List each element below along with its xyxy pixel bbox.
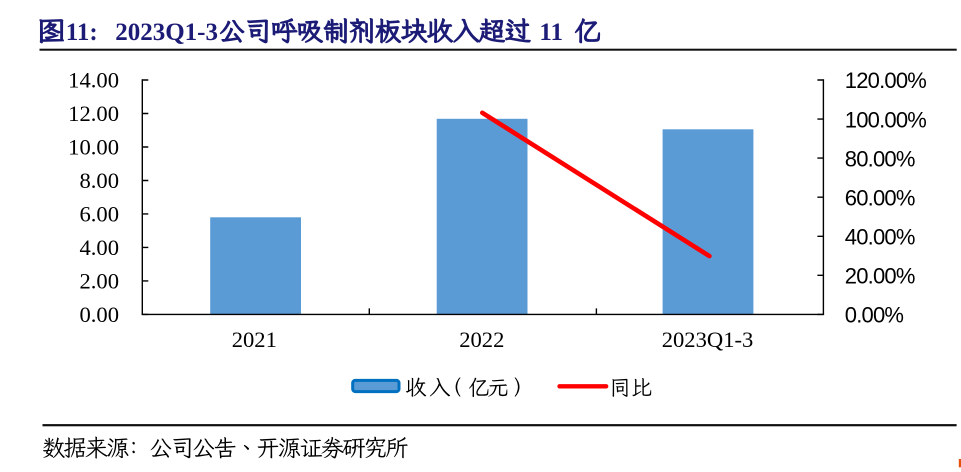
svg-text:0.00: 0.00 — [79, 302, 119, 327]
svg-text:40.00%: 40.00% — [845, 225, 915, 250]
svg-text:2023Q1-3: 2023Q1-3 — [662, 327, 754, 352]
svg-text:11: 11 — [539, 19, 563, 46]
svg-text:11:: 11: — [66, 19, 98, 46]
svg-text:60.00%: 60.00% — [845, 185, 915, 210]
svg-text:4.00: 4.00 — [79, 235, 119, 260]
svg-text:2021: 2021 — [232, 327, 277, 352]
svg-text:8.00: 8.00 — [79, 168, 119, 193]
svg-text:2022: 2022 — [459, 327, 504, 352]
svg-text:0.00%: 0.00% — [845, 303, 904, 328]
svg-text:100.00%: 100.00% — [845, 107, 926, 132]
svg-text:20.00%: 20.00% — [845, 264, 915, 289]
svg-text:80.00%: 80.00% — [845, 146, 915, 171]
svg-text:2023Q1-3: 2023Q1-3 — [115, 19, 218, 46]
svg-text:10.00: 10.00 — [68, 135, 119, 160]
svg-text:2.00: 2.00 — [79, 269, 119, 294]
svg-text:14.00: 14.00 — [68, 68, 119, 93]
svg-text:120.00%: 120.00% — [845, 68, 926, 93]
svg-text:12.00: 12.00 — [68, 101, 119, 126]
svg-text:6.00: 6.00 — [79, 202, 119, 227]
